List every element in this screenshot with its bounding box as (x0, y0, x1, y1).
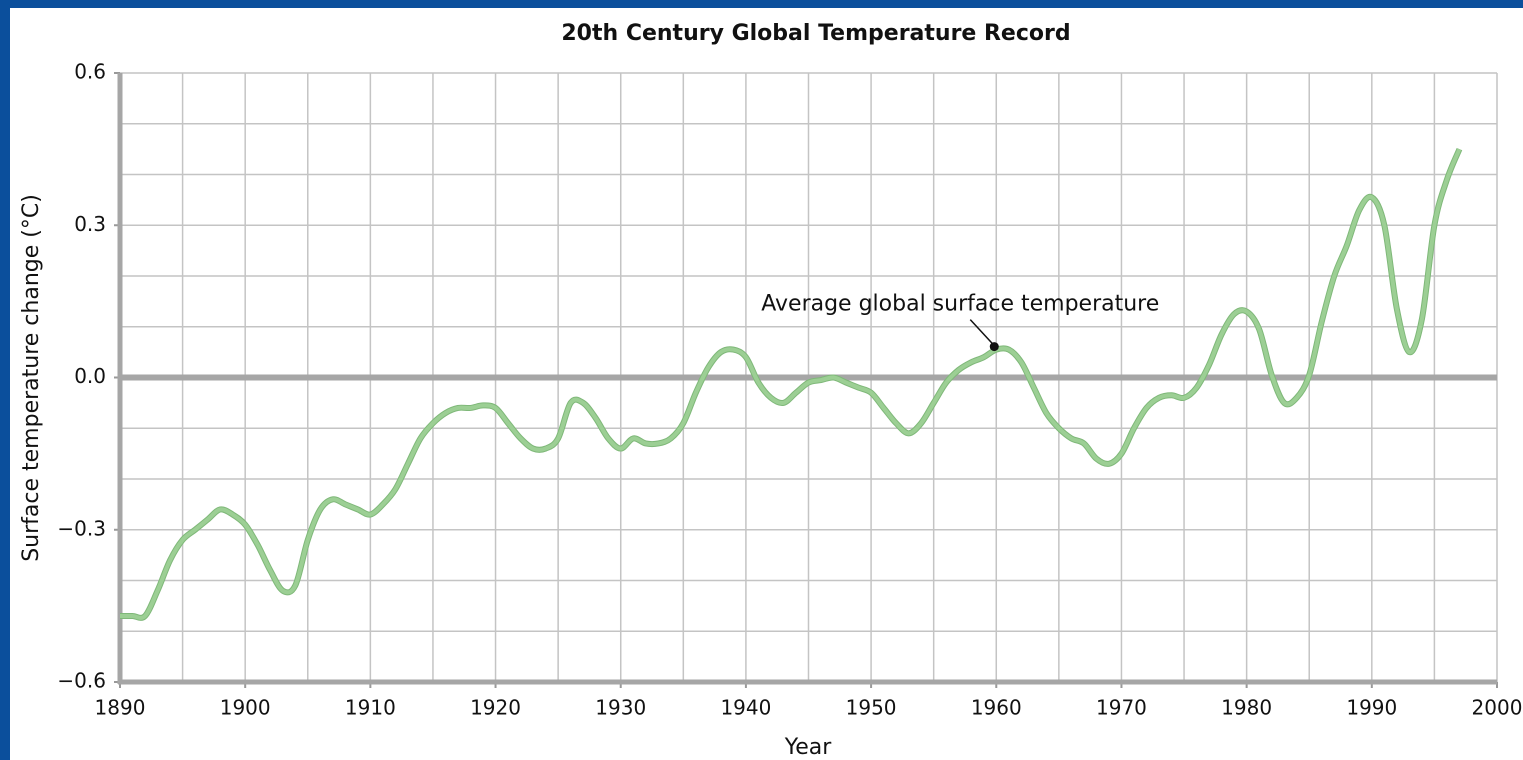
y-tick-label: 0.0 (74, 364, 106, 388)
x-tick-label: 1900 (220, 696, 271, 720)
y-tick-label: 0.6 (74, 60, 106, 84)
chart-background (10, 8, 1523, 760)
x-tick-label: 2000 (1472, 696, 1523, 720)
x-tick-label: 1890 (95, 696, 146, 720)
y-tick-label: −0.6 (57, 669, 106, 693)
y-tick-label: 0.3 (74, 212, 106, 236)
x-tick-label: 1950 (846, 696, 897, 720)
annotation-dot (989, 342, 999, 352)
x-tick-label: 1970 (1096, 696, 1147, 720)
x-tick-label: 1960 (971, 696, 1022, 720)
x-tick-label: 1910 (345, 696, 396, 720)
y-axis-label: Surface temperature change (°C) (19, 194, 44, 562)
annotation-text: Average global surface temperature (761, 292, 1159, 317)
x-tick-label: 1990 (1346, 696, 1397, 720)
annotation-leader (969, 319, 995, 347)
x-tick-label: 1930 (595, 696, 646, 720)
chart-title: 20th Century Global Temperature Record (561, 21, 1070, 46)
x-axis-label: Year (784, 735, 833, 760)
series-line (120, 148, 1462, 620)
x-tick-label: 1920 (470, 696, 521, 720)
x-tick-label: 1980 (1221, 696, 1272, 720)
y-tick-label: −0.3 (57, 516, 106, 540)
x-tick-label: 1940 (720, 696, 771, 720)
